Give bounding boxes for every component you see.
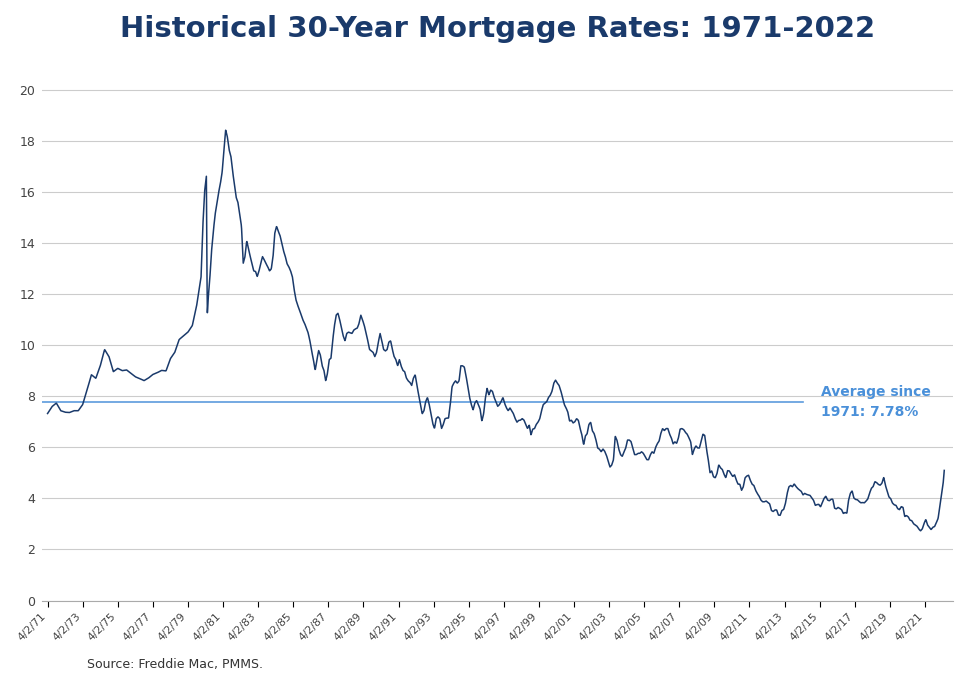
Text: Source: Freddie Mac, PMMS.: Source: Freddie Mac, PMMS. [87,658,264,671]
Text: Average since
1971: 7.78%: Average since 1971: 7.78% [821,385,931,419]
Title: Historical 30-Year Mortgage Rates: 1971-2022: Historical 30-Year Mortgage Rates: 1971-… [120,15,875,43]
